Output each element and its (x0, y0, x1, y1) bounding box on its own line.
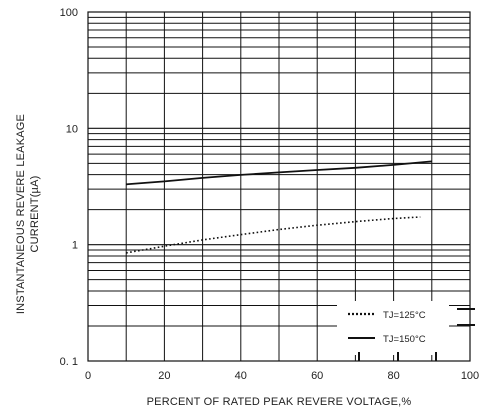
x-tick-label: 60 (311, 370, 323, 382)
plot-frame (87, 11, 471, 362)
y-axis-label-line1: INSTANTANEOUS REVERE LEAKAGE (15, 114, 27, 314)
x-tick-label: 100 (461, 370, 479, 382)
x-axis-label: PERCENT OF RATED PEAK REVERE VOLTAGE,% (147, 396, 412, 408)
legend: TJ=125°C TJ=150°C (337, 301, 449, 355)
y-tick-label: 1 (72, 240, 78, 252)
x-tick-label: 0 (85, 370, 91, 382)
series-line-2 (126, 160, 432, 186)
y-axis-label-line2: CURRENT(µA) (29, 176, 41, 253)
legend-label-125: TJ=125°C (383, 310, 426, 321)
tick-labels: 0 20 40 60 80 100 100 10 1 0. 1 (60, 7, 480, 382)
legend-box (337, 301, 449, 355)
series-line-1 (126, 216, 421, 254)
grid (88, 12, 470, 361)
y-tick-label: 0. 1 (60, 356, 78, 368)
x-tick-label: 80 (387, 370, 399, 382)
x-tick-label: 40 (235, 370, 247, 382)
bottom-right-tick-marks (358, 308, 475, 361)
x-tick-label: 20 (158, 370, 170, 382)
legend-label-150: TJ=150°C (383, 334, 426, 345)
series-layer (126, 160, 432, 254)
y-tick-label: 10 (66, 123, 78, 135)
y-tick-label: 100 (60, 7, 78, 19)
